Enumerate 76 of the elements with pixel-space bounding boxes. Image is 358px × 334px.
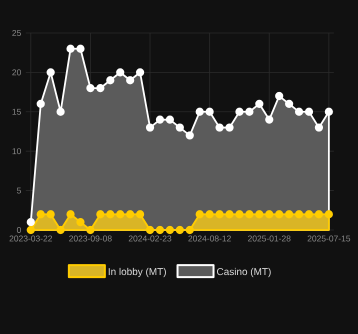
point: [225, 210, 234, 218]
point: [265, 210, 274, 218]
y-tick-label: 5: [16, 188, 21, 194]
point: [206, 108, 214, 116]
x-tick-label: 2025-01-28: [248, 236, 291, 242]
point: [66, 210, 75, 218]
point: [86, 226, 95, 234]
point: [186, 131, 194, 140]
y-tick-label: 15: [12, 108, 21, 115]
point: [146, 226, 154, 234]
point: [215, 123, 224, 132]
point: [294, 108, 304, 116]
point: [196, 210, 204, 218]
point: [66, 44, 75, 53]
point: [324, 108, 333, 116]
point: [304, 108, 314, 116]
point: [275, 210, 284, 218]
point: [285, 100, 294, 108]
point: [235, 210, 244, 218]
y-tick-label: 0: [16, 226, 21, 233]
point: [245, 108, 254, 116]
x-tick-label: 2024-08-12: [188, 236, 231, 242]
point: [166, 226, 174, 234]
point: [324, 210, 333, 218]
point: [314, 210, 324, 218]
point: [86, 84, 95, 92]
point: [76, 44, 85, 53]
point: [176, 226, 184, 234]
point: [235, 108, 244, 116]
point: [186, 226, 194, 234]
x-tick-label: 2024-02-23: [128, 236, 172, 242]
point: [26, 226, 35, 234]
point: [26, 218, 35, 226]
point: [166, 116, 174, 124]
point: [265, 116, 274, 124]
point: [46, 68, 55, 76]
y-tick-label: 20: [12, 69, 21, 76]
y-tick-label: 25: [12, 30, 21, 36]
x-tick-label: 2023-03-22: [10, 236, 52, 242]
point: [96, 210, 104, 218]
point: [46, 210, 55, 218]
point: [116, 68, 124, 76]
y-tick-label: 10: [12, 148, 21, 154]
point: [156, 226, 164, 234]
point: [215, 210, 224, 218]
point: [126, 76, 134, 84]
point: [314, 123, 324, 132]
point: [36, 100, 45, 108]
point: [116, 210, 124, 218]
legend-label: In lobby (MT): [108, 268, 166, 278]
point: [136, 68, 144, 76]
point: [206, 210, 214, 218]
point: [245, 210, 254, 218]
point: [56, 108, 65, 116]
point: [136, 210, 144, 218]
point: [146, 123, 154, 132]
point: [156, 116, 164, 124]
point: [275, 92, 284, 100]
point: [285, 210, 294, 218]
point: [196, 108, 204, 116]
point: [255, 210, 264, 218]
point: [106, 76, 114, 84]
point: [96, 84, 104, 92]
x-tick-label: 2025-07-15: [308, 236, 350, 242]
point: [225, 123, 234, 132]
point: [76, 218, 85, 226]
x-tick-label: 2023-09-08: [69, 236, 112, 242]
point: [36, 210, 45, 218]
legend-label: Casino (MT): [217, 268, 271, 278]
point: [304, 210, 314, 218]
point: [126, 210, 134, 218]
point: [56, 226, 65, 234]
point: [255, 100, 264, 108]
point: [106, 210, 114, 218]
point: [294, 210, 304, 218]
point: [176, 123, 184, 132]
